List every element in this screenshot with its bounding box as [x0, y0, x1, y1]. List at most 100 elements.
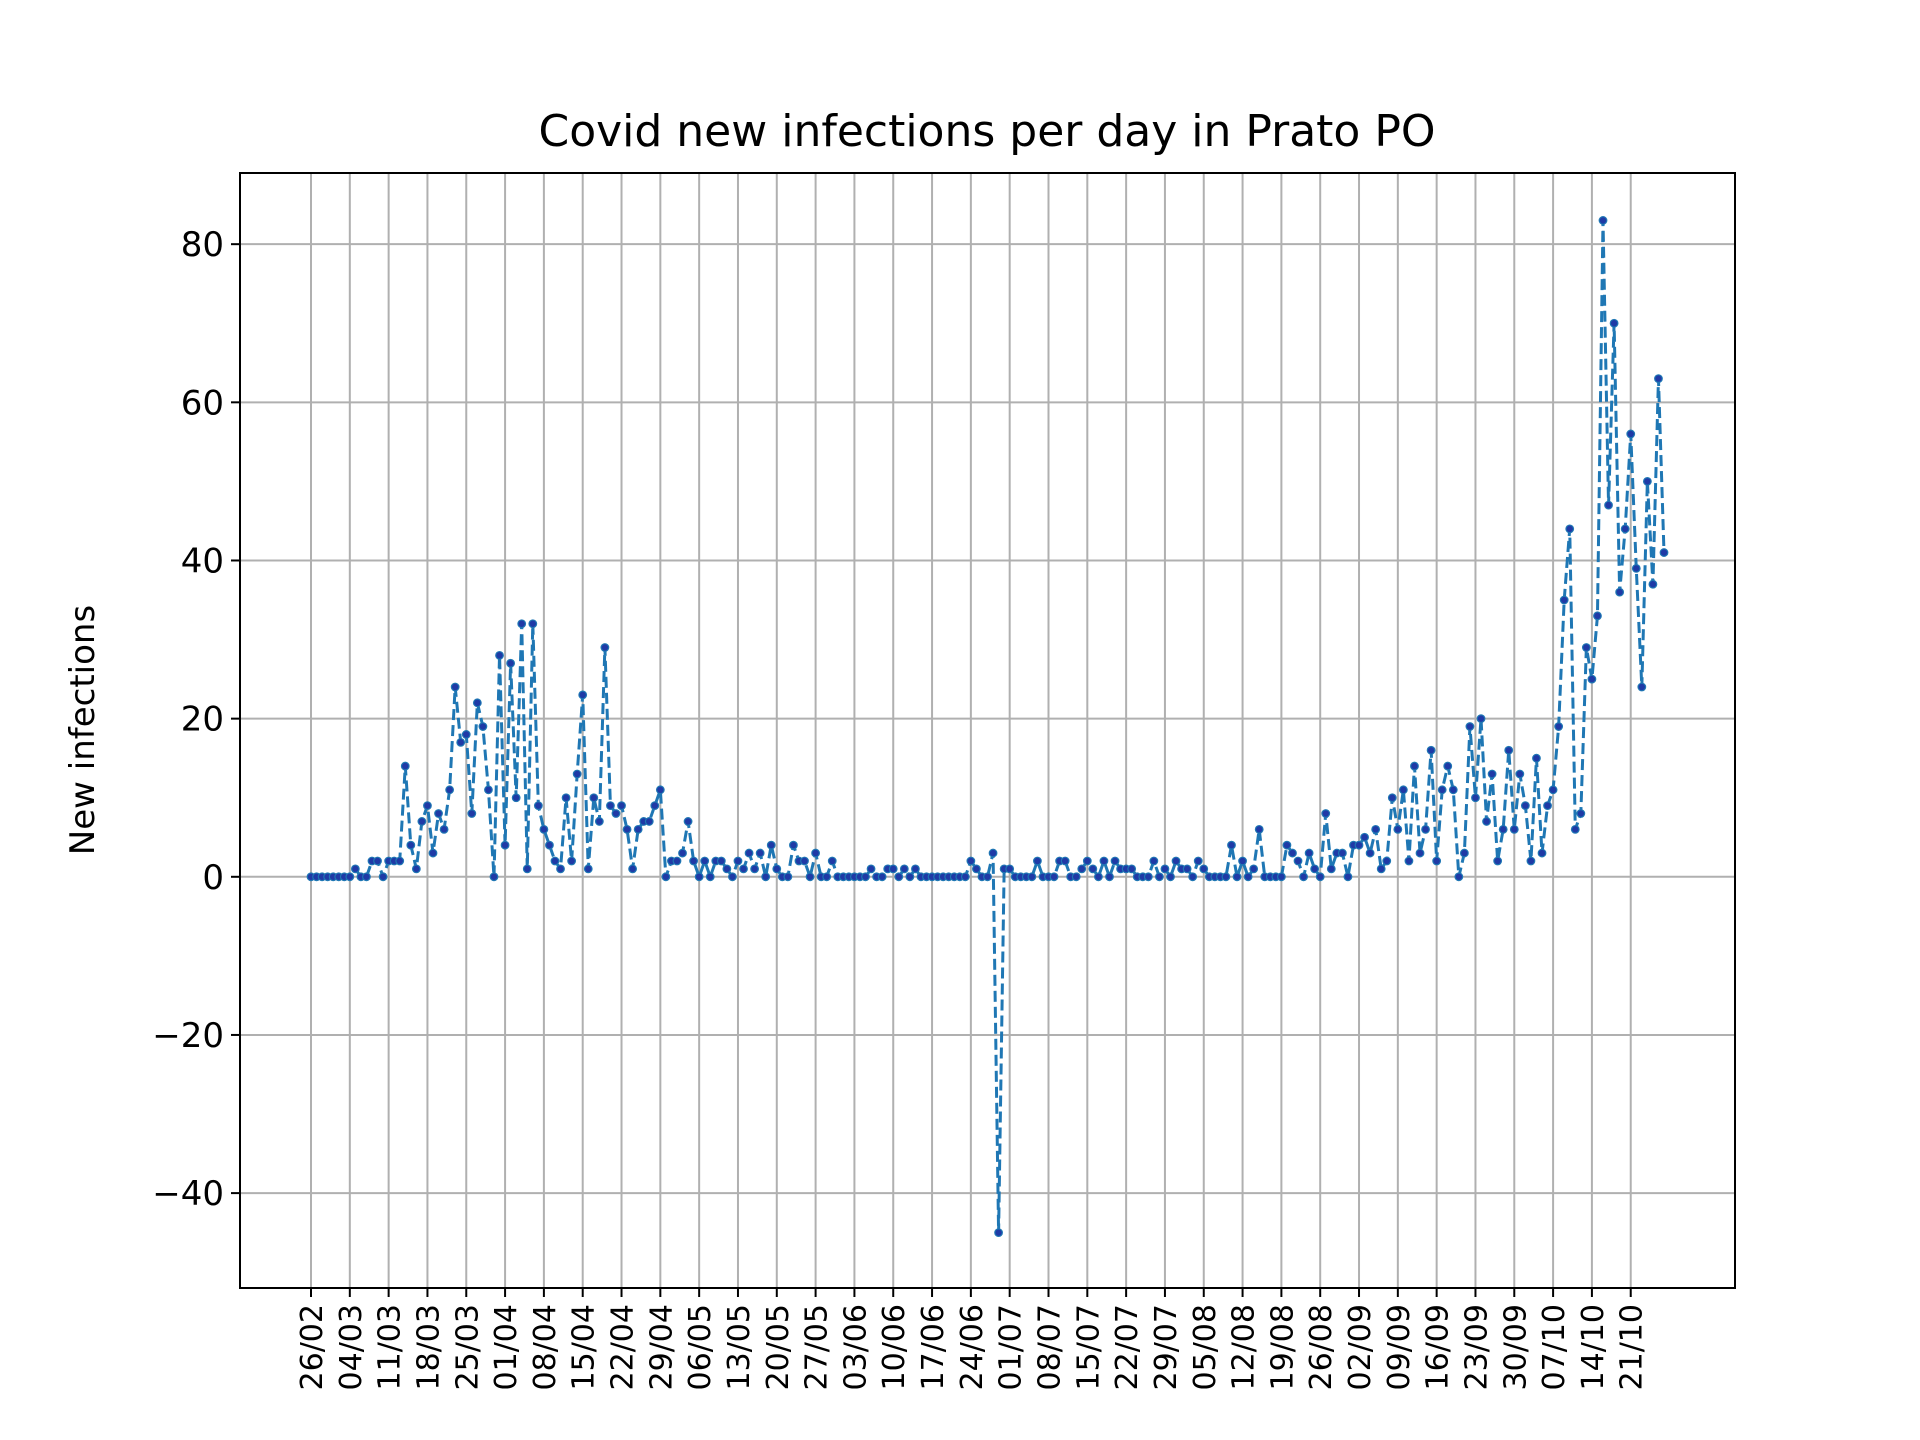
data-point	[445, 785, 455, 795]
y-axis-ticks: 80 60 40 20 0 −20 −40	[152, 225, 240, 1214]
data-point	[1276, 872, 1286, 882]
data-point	[739, 864, 748, 874]
data-point	[395, 856, 405, 866]
data-point	[1642, 477, 1652, 486]
data-point	[800, 856, 809, 866]
data-point	[1620, 524, 1630, 534]
data-point	[1559, 595, 1569, 605]
data-point	[722, 864, 732, 874]
data-point	[1421, 824, 1430, 834]
data-point	[1288, 848, 1297, 858]
data-point	[1593, 611, 1602, 621]
data-point	[789, 840, 798, 850]
data-point	[1537, 848, 1547, 858]
data-point	[617, 801, 626, 811]
data-point	[1520, 801, 1530, 811]
x-tick-label: 22/04	[606, 1304, 641, 1390]
data-point	[894, 872, 904, 882]
data-point	[972, 864, 981, 874]
data-point	[461, 730, 471, 739]
data-point	[495, 650, 504, 660]
data-point	[472, 698, 482, 708]
x-tick-label: 26/02	[295, 1304, 330, 1390]
data-point	[761, 872, 771, 882]
data-point	[1615, 587, 1625, 597]
data-point	[1199, 864, 1209, 874]
data-point	[456, 737, 466, 747]
x-tick-label: 27/05	[800, 1304, 835, 1390]
data-point	[400, 761, 410, 771]
data-point	[1099, 856, 1109, 866]
data-point	[783, 872, 793, 882]
data-point	[1554, 722, 1564, 731]
data-point	[1509, 824, 1519, 834]
data-point	[899, 864, 909, 874]
data-point	[716, 856, 726, 866]
data-point	[450, 682, 460, 692]
data-point	[755, 848, 765, 858]
data-point	[583, 864, 593, 874]
data-point	[911, 864, 920, 874]
data-point	[1432, 856, 1442, 866]
data-point	[772, 864, 782, 874]
data-point	[545, 840, 554, 850]
data-point	[705, 872, 715, 882]
x-tick-label: 08/07	[1032, 1304, 1067, 1390]
data-point	[1387, 793, 1397, 803]
data-point	[1410, 761, 1419, 771]
data-point	[633, 824, 643, 834]
data-point	[1487, 769, 1497, 779]
data-point	[1182, 864, 1192, 874]
x-tick-label: 29/07	[1149, 1304, 1184, 1390]
data-point	[528, 619, 538, 629]
data-point	[439, 824, 449, 834]
data-point	[1337, 848, 1347, 858]
x-tick-label: 16/09	[1421, 1304, 1456, 1390]
data-point	[1060, 856, 1070, 866]
x-tick-label: 11/03	[373, 1304, 408, 1390]
data-point	[1227, 840, 1236, 850]
data-point	[1448, 785, 1458, 795]
data-point	[622, 824, 632, 834]
data-point	[1105, 872, 1114, 882]
data-point	[506, 658, 516, 668]
data-point	[966, 856, 976, 866]
data-point	[1315, 872, 1325, 882]
data-point	[594, 817, 604, 826]
data-point	[1326, 864, 1336, 874]
data-point	[661, 872, 671, 882]
data-point	[733, 856, 743, 866]
data-point	[533, 801, 543, 811]
x-tick-label: 19/08	[1265, 1304, 1300, 1390]
data-point	[1365, 848, 1375, 858]
data-point	[1238, 856, 1247, 866]
data-point	[866, 864, 876, 874]
data-point	[644, 817, 654, 826]
data-point	[1143, 872, 1153, 882]
data-point	[805, 872, 815, 882]
data-point	[1532, 753, 1541, 763]
data-point	[1249, 864, 1259, 874]
data-point	[1443, 761, 1453, 771]
x-tick-label: 04/03	[334, 1304, 369, 1390]
x-tick-label: 01/04	[489, 1304, 524, 1390]
data-point	[1033, 856, 1042, 866]
data-point	[689, 856, 699, 866]
x-tick-label: 05/08	[1188, 1304, 1223, 1390]
y-tick-label: −20	[152, 1016, 224, 1056]
y-tick-label: 20	[181, 700, 224, 740]
data-point	[539, 824, 549, 834]
data-point	[1587, 674, 1597, 684]
data-point	[484, 785, 493, 795]
x-tick-label: 08/04	[528, 1304, 563, 1390]
data-point	[861, 872, 870, 882]
y-axis-label: New infections	[63, 605, 103, 855]
x-tick-label: 29/04	[644, 1304, 679, 1390]
data-point	[589, 793, 599, 803]
x-tick-label: 15/04	[567, 1304, 602, 1390]
data-point	[1354, 840, 1364, 850]
data-point	[1188, 872, 1198, 882]
data-point	[511, 793, 521, 803]
y-tick-label: 60	[181, 383, 224, 423]
